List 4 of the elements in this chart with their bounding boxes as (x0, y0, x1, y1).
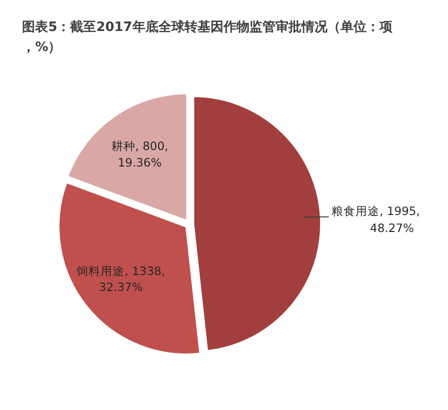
slice-label: 粮食用途, 1995, 48.27% (332, 204, 420, 236)
slice-label: 耕种, 800, 19.36% (111, 139, 168, 170)
chart-title: 图表5：截至2017年底全球转基因作物监管审批情况（单位：项，%） (22, 19, 394, 56)
slice-label: 饲料用途, 1338, 32.37% (76, 264, 166, 294)
